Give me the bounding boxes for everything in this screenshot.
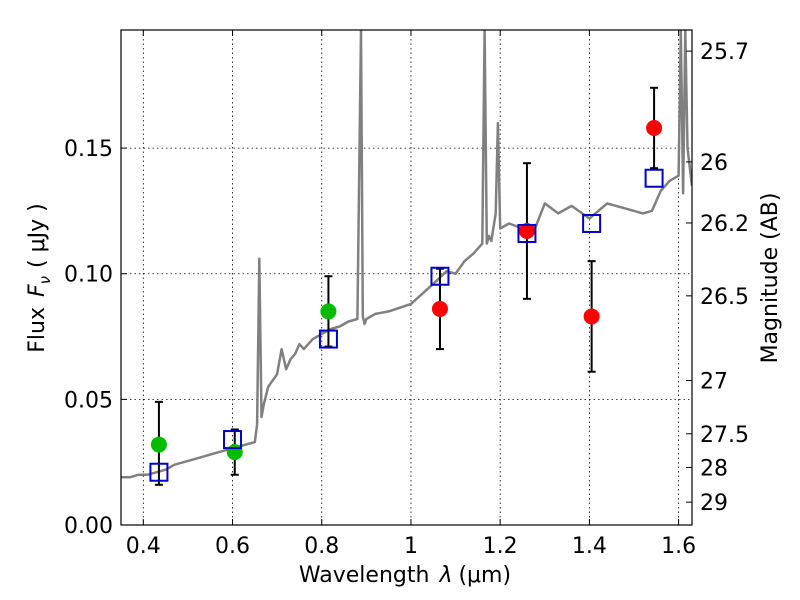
blue-square-point (430, 266, 450, 286)
data-points (149, 86, 664, 486)
spectrum (121, 30, 692, 479)
x-tick-label: 1.4 (572, 534, 607, 559)
green-point (150, 436, 167, 453)
red-point (583, 308, 600, 325)
blue-square-point (644, 168, 664, 188)
y-tick-label: 0.00 (64, 514, 113, 539)
x-tick-label: 1.6 (661, 534, 696, 559)
y-axis-label: FluxFν( μJy ) (25, 203, 54, 352)
x-tick-label: 0.6 (215, 534, 250, 559)
plot-frame (120, 29, 693, 526)
blue-square-point (223, 430, 243, 450)
axis-ticks: 0.4 0.6 0.8 1 1.2 1.4 1.6 0.00 0.05 0.10 0.15 25.7 2… (64, 30, 749, 559)
y2-axis-label: Magnitude (AB) (758, 193, 783, 364)
y2-tick-label: 26.5 (700, 285, 749, 310)
blue-square-point (149, 462, 169, 482)
grid (121, 30, 692, 526)
blue-square-point (517, 224, 537, 244)
y2-tick-label: 29 (700, 491, 728, 516)
blue-square-point (582, 213, 602, 233)
y2-tick-label: 27 (700, 370, 728, 395)
y2-tick-label: 26.2 (700, 212, 749, 237)
y2-tick-label: 26 (700, 151, 728, 176)
red-point (518, 223, 535, 240)
y-tick-label: 0.15 (64, 137, 113, 162)
x-tick-label: 1 (404, 534, 418, 559)
y2-tick-label: 28 (700, 456, 728, 481)
x-tick-label: 0.8 (304, 534, 339, 559)
y2-tick-label: 25.7 (700, 40, 749, 65)
red-point (431, 300, 448, 317)
red-point (646, 119, 663, 136)
spectrum-line (121, 30, 692, 479)
y-tick-label: 0.05 (64, 388, 113, 413)
blue-square-point (318, 329, 338, 349)
x-axis-label: Wavelength λ (μm) (299, 563, 511, 588)
x-tick-label: 0.4 (126, 534, 161, 559)
y-tick-label: 0.10 (64, 263, 113, 288)
green-point (320, 303, 337, 320)
y2-tick-label: 27.5 (700, 423, 749, 448)
x-tick-label: 1.2 (483, 534, 518, 559)
